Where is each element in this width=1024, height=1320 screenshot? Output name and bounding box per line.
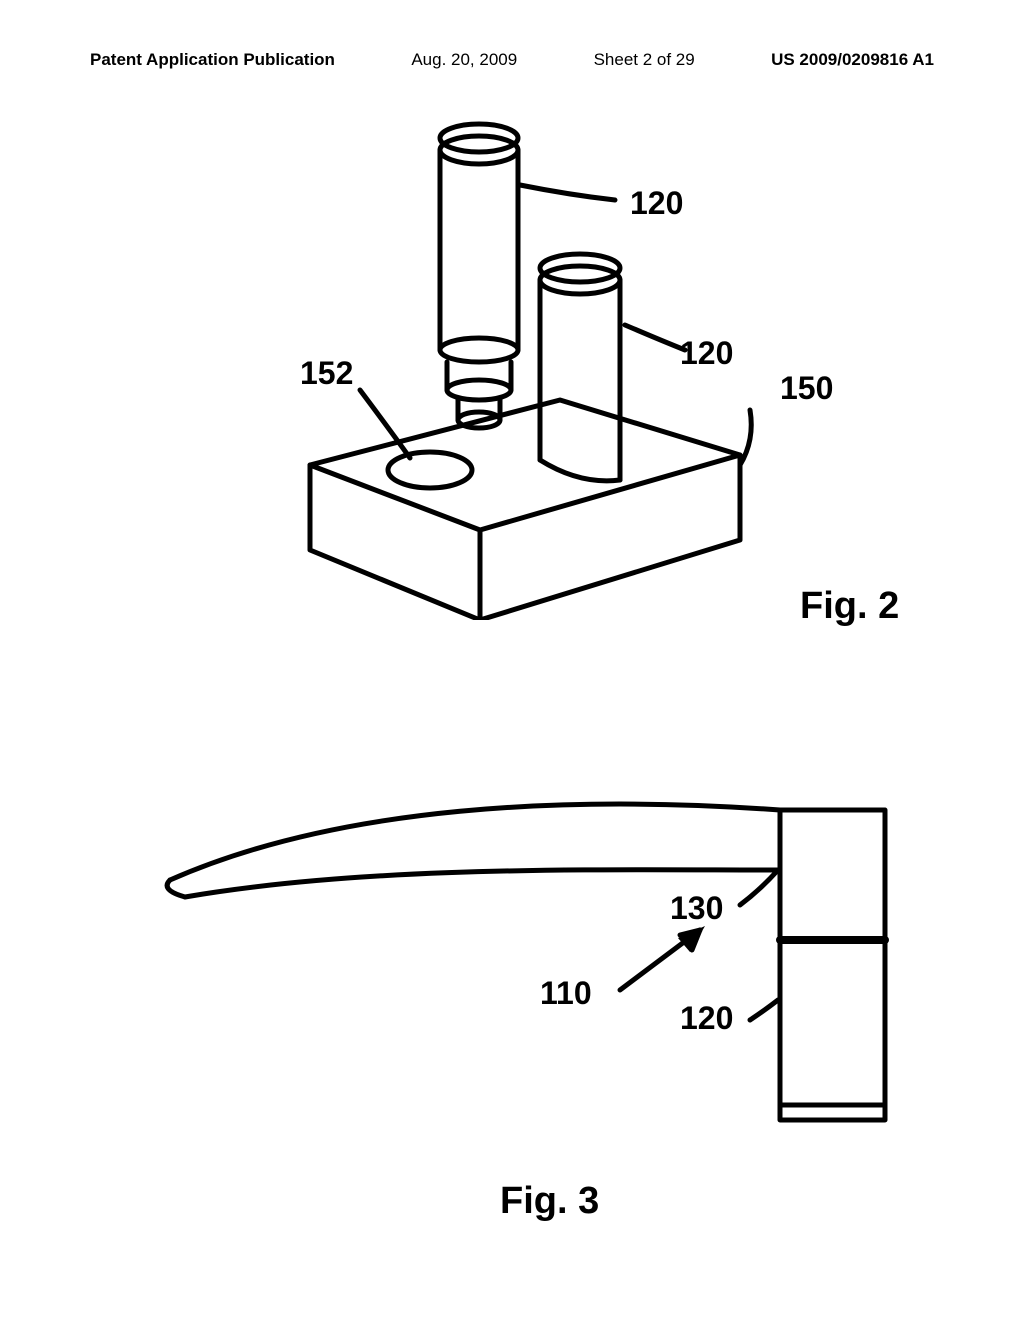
figure-3-caption: Fig. 3 <box>500 1180 599 1223</box>
header-date: Aug. 20, 2009 <box>411 50 517 70</box>
header-pubno: US 2009/0209816 A1 <box>771 50 934 70</box>
label-120-upper: 120 <box>630 185 683 222</box>
label-150: 150 <box>780 370 833 407</box>
label-152: 152 <box>300 355 353 392</box>
label-130: 130 <box>670 890 723 927</box>
figure-3-drawing <box>140 770 900 1150</box>
header-publication: Patent Application Publication <box>90 50 335 70</box>
label-110: 110 <box>540 975 592 1012</box>
page-header: Patent Application Publication Aug. 20, … <box>0 50 1024 70</box>
label-120-fig3: 120 <box>680 1000 733 1037</box>
label-120-lower: 120 <box>680 335 733 372</box>
figure-2-caption: Fig. 2 <box>800 585 899 628</box>
header-sheet: Sheet 2 of 29 <box>594 50 695 70</box>
